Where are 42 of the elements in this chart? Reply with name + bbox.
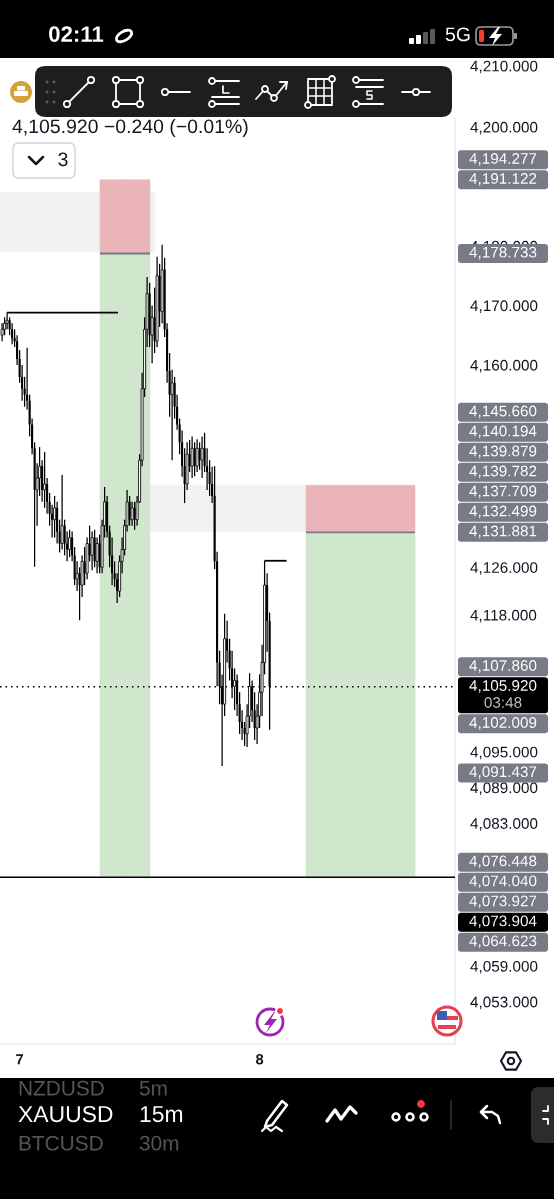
text: 5G — [445, 27, 470, 42]
text: 4,140.194 — [469, 425, 537, 439]
text: BTCUSD — [19, 1135, 103, 1151]
text: 4,102.009 — [469, 717, 537, 730]
text: XAUUSD — [18, 1105, 113, 1123]
text: 15m — [140, 1106, 183, 1123]
text: 5m — [139, 1081, 167, 1096]
text: 4,131.881 — [469, 525, 537, 539]
ref-line-label: 4,105.920 03:48 — [469, 680, 537, 708]
y-tick-label: 4,053.000 — [470, 996, 538, 1010]
y-tick-label: 4,160.000 — [470, 359, 538, 373]
x-tick-label: 7 — [16, 1054, 24, 1065]
text: 4,191.122 — [469, 173, 537, 186]
text: 4,178.733 — [469, 246, 537, 260]
text: 4,139.782 — [469, 465, 537, 479]
text: 02:11 — [49, 26, 104, 42]
y-tick-label: 4,089.000 — [470, 782, 538, 795]
text: NZDUSD — [19, 1080, 104, 1096]
ref-line-label: 4,073.904 — [469, 915, 537, 929]
y-tick-label: 4,170.000 — [470, 300, 538, 313]
y-tick-label: 4,126.000 — [470, 562, 538, 575]
text: 30m — [139, 1135, 179, 1151]
text: 4,139.879 — [469, 445, 537, 459]
text: 4,132.499 — [469, 505, 537, 519]
text: 4,091.437 — [469, 766, 537, 779]
text: 4,076.448 — [469, 855, 537, 869]
y-tick-label: 4,118.000 — [470, 609, 537, 623]
chart-title: 4,105.920 −0.240 (−0.01%) — [12, 118, 248, 138]
text: 4,210.000 — [470, 60, 538, 74]
text: 4,145.660 — [469, 405, 537, 419]
y-tick-label: 4,200.000 — [470, 121, 538, 135]
x-tick-label: 8 — [256, 1054, 264, 1065]
y-tick-label: 4,059.000 — [470, 960, 538, 974]
text: 4,073.927 — [469, 895, 537, 909]
text: 4,107.860 — [469, 660, 537, 673]
annotation: 3 — [58, 152, 68, 167]
text: 4,137.709 — [469, 485, 537, 499]
text: 4,074.040 — [469, 875, 537, 889]
y-tick-label: 4,083.000 — [470, 818, 538, 831]
y-tick-label: 4,095.000 — [470, 746, 538, 760]
text: 4,194.277 — [469, 153, 537, 166]
text: 4,064.623 — [469, 935, 537, 949]
